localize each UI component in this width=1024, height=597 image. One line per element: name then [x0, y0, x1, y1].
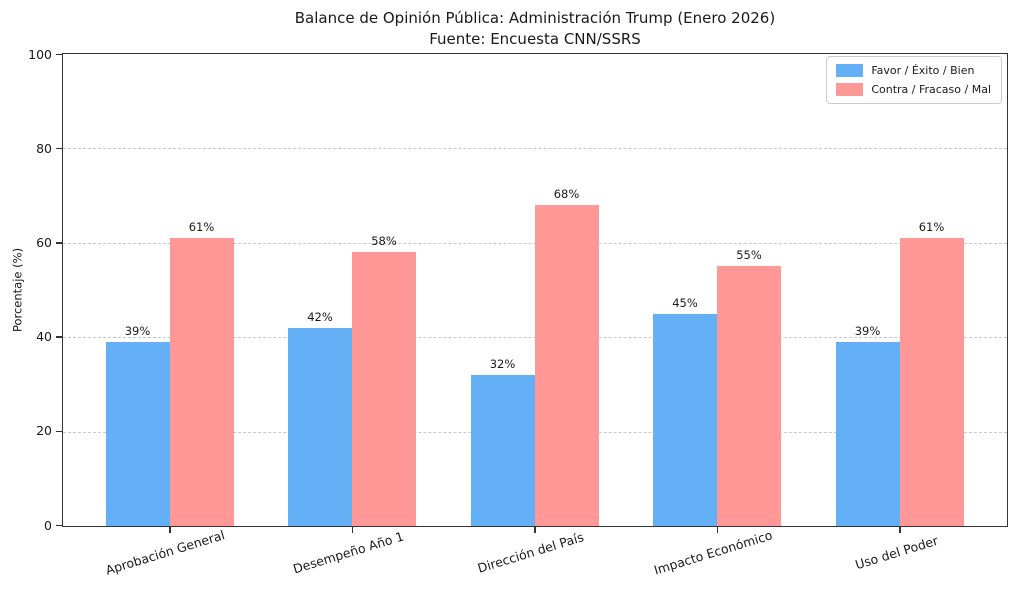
x-tick-label-4: Uso del Poder	[853, 532, 940, 573]
bar-value-label: 32%	[489, 356, 516, 371]
legend-swatch-icon	[836, 64, 864, 77]
bar-group-0: 39% 61%	[105, 54, 234, 526]
bar-series0-cat2: 32%	[470, 357, 535, 526]
bar-series1-cat0: 61%	[169, 220, 234, 526]
y-tick-mark-80	[56, 148, 62, 150]
y-tick-label-20: 20	[36, 423, 52, 439]
x-tick-label-0: Aprobación General	[103, 527, 227, 578]
plot-area: 39% 61% 42% 58% 32% 68% 45% 55% 39% 61%	[62, 53, 1008, 527]
legend: Favor / Éxito / Bien Contra / Fracaso / M…	[826, 56, 1002, 104]
bar-group-1: 42% 58%	[288, 54, 416, 526]
x-tick-mark-1	[351, 527, 354, 533]
bar-value-label: 58%	[371, 234, 397, 249]
legend-label: Contra / Fracaso / Mal	[871, 83, 991, 96]
bar-series0-cat0: 39%	[105, 324, 170, 526]
x-tick-mark-2	[534, 527, 536, 533]
y-tick-mark-40	[56, 336, 62, 338]
y-tick-label-0: 0	[44, 517, 52, 533]
x-tick-mark-3	[716, 527, 719, 533]
bar-group-2: 32% 68%	[470, 54, 599, 526]
y-tick-label-40: 40	[36, 329, 52, 345]
bar-series0-cat3: 45%	[653, 296, 717, 526]
legend-row-1: Contra / Fracaso / Mal	[836, 83, 991, 96]
x-tick-label-3: Impacto Económico	[651, 527, 774, 578]
bar-series1-cat3: 55%	[717, 248, 781, 526]
x-tick-mark-4	[899, 527, 901, 533]
bar-series0-cat1: 42%	[288, 310, 352, 526]
legend-swatch-icon	[836, 83, 864, 96]
bar-value-label: 61%	[188, 220, 215, 235]
y-tick-mark-20	[56, 430, 62, 432]
bar-value-label: 55%	[736, 248, 762, 263]
y-tick-label-60: 60	[36, 234, 52, 250]
legend-row-0: Favor / Éxito / Bien	[836, 64, 991, 77]
y-tick-mark-60	[56, 242, 62, 244]
x-tick-mark-0	[169, 527, 171, 533]
chart-title-line1: Balance de Opinión Pública: Administraci…	[294, 9, 776, 27]
chart-title: Balance de Opinión Pública: Administraci…	[62, 8, 1008, 50]
x-tick-label-1: Desempeño Año 1	[290, 528, 406, 577]
bar-value-label: 42%	[307, 309, 333, 324]
bar-value-label: 45%	[672, 295, 698, 310]
y-tick-label-80: 80	[36, 140, 52, 156]
bar-group-4: 39% 61%	[835, 54, 964, 526]
bar-group-3: 45% 55%	[653, 54, 781, 526]
bar-value-label: 61%	[918, 220, 945, 235]
bar-value-label: 68%	[553, 187, 580, 202]
bar-series0-cat4: 39%	[835, 324, 900, 526]
bar-series1-cat1: 58%	[352, 234, 416, 526]
bar-series1-cat2: 68%	[534, 187, 599, 526]
x-tick-label-2: Dirección del País	[475, 529, 586, 576]
legend-label: Favor / Éxito / Bien	[871, 64, 975, 77]
bar-value-label: 39%	[124, 323, 151, 338]
gridline-y-80	[63, 148, 1007, 150]
y-tick-label-100: 100	[28, 46, 52, 62]
bar-series1-cat4: 61%	[899, 220, 964, 526]
y-tick-mark-100	[56, 53, 62, 56]
chart-title-line2: Fuente: Encuesta CNN/SSRS	[429, 30, 641, 48]
bar-value-label: 39%	[854, 323, 881, 338]
y-tick-mark-0	[56, 524, 62, 527]
y-axis-label: Porcentaje (%)	[10, 247, 25, 333]
